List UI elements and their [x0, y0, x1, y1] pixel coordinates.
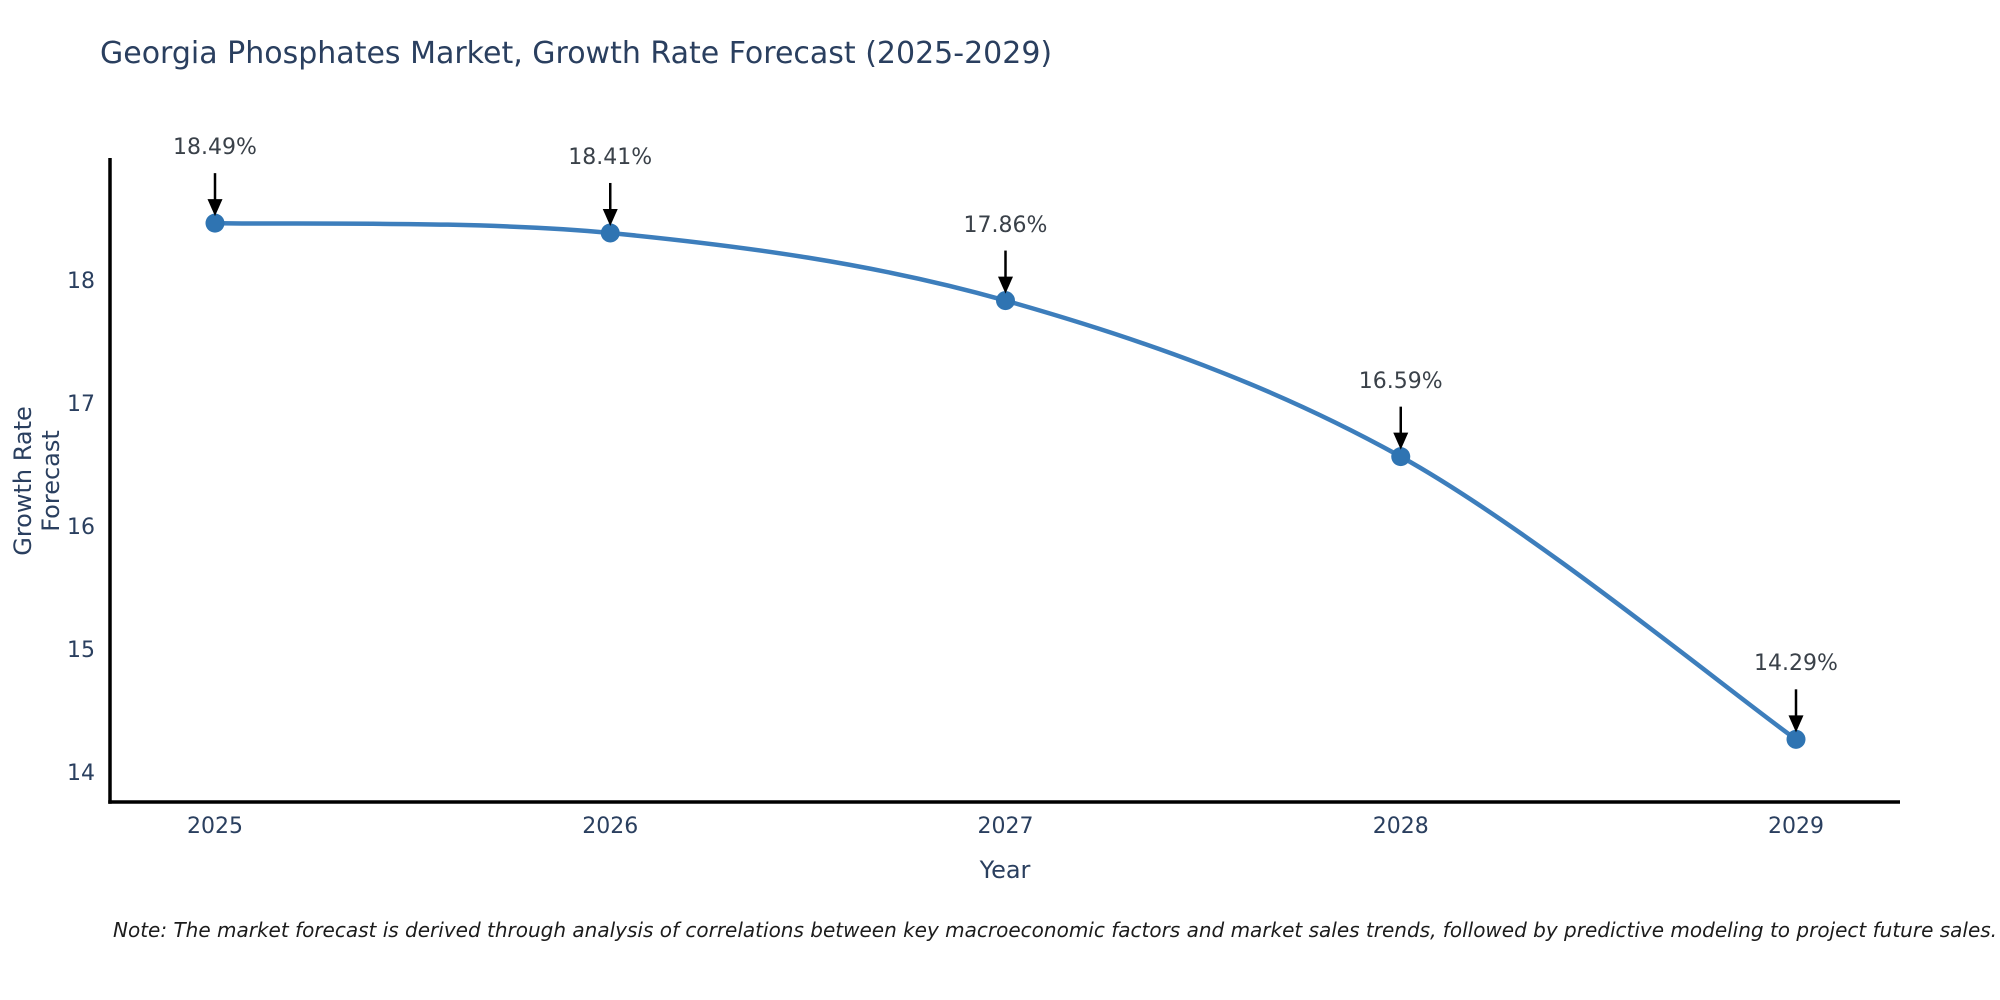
y-axis-title: Growth Rate Forecast [9, 406, 65, 556]
y-tick-label: 14 [67, 760, 95, 786]
annotation-arrow-head [602, 208, 618, 226]
x-tick-label: 2029 [1768, 814, 1824, 839]
data-point-marker [996, 291, 1015, 311]
annotation-arrow-head [998, 276, 1013, 294]
data-point-marker [1391, 447, 1411, 467]
annotation-arrow-head [207, 199, 223, 217]
x-axis-title: Year [979, 856, 1031, 884]
annotation-arrow-head [1788, 715, 1804, 733]
data-point-label: 16.59% [1358, 368, 1443, 394]
x-tick-label: 2026 [582, 814, 639, 839]
y-tick-label: 17 [67, 392, 95, 418]
forecast-line [214, 220, 1798, 742]
data-point-label: 17.86% [963, 212, 1048, 238]
data-point-marker [1786, 729, 1806, 749]
data-point-marker [205, 213, 225, 233]
y-tick-label: 16 [67, 515, 95, 541]
x-tick-label: 2028 [1372, 814, 1429, 839]
data-point-label: 18.49% [173, 135, 257, 161]
y-tick-label: 18 [67, 269, 95, 295]
data-point-label: 18.41% [568, 144, 653, 170]
footnote: Note: The market forecast is derived thr… [113, 918, 1998, 942]
data-point-label: 14.29% [1754, 651, 1838, 677]
annotation-arrow-head [1393, 432, 1409, 450]
x-tick-label: 2027 [977, 814, 1034, 839]
x-tick-label: 2025 [187, 814, 243, 839]
data-point-marker [600, 223, 620, 243]
y-tick-label: 15 [67, 638, 95, 664]
chart-title: Georgia Phosphates Market, Growth Rate F… [100, 36, 1053, 71]
